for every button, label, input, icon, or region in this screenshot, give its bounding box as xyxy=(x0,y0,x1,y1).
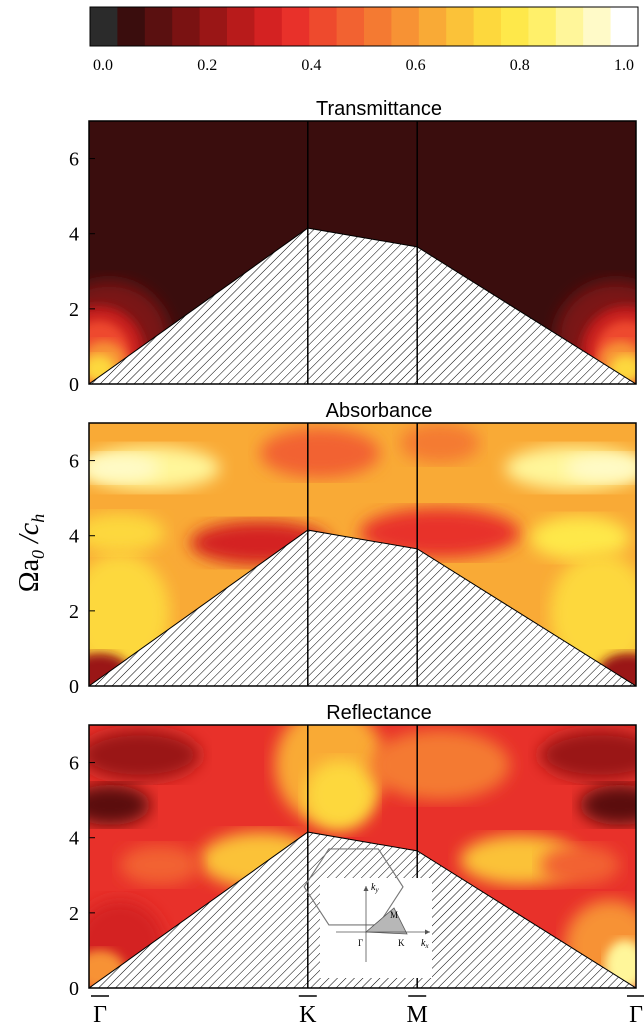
y-tick-label: 6 xyxy=(69,149,79,171)
colorbar-swatch xyxy=(473,7,502,46)
colorbar-swatch xyxy=(391,7,420,46)
inset-ky-label: ky xyxy=(371,882,379,894)
y-tick-label: 0 xyxy=(69,374,79,396)
colorbar-swatch xyxy=(610,7,639,46)
heatmap-region xyxy=(89,513,165,553)
colorbar-swatch xyxy=(528,7,557,46)
panel-title: Transmittance xyxy=(316,98,442,120)
y-tick-label: 4 xyxy=(69,828,79,850)
colorbar-swatch xyxy=(583,7,612,46)
heatmap-region xyxy=(550,553,636,673)
light-cone-region xyxy=(89,228,636,384)
light-line xyxy=(89,227,636,384)
irreducible-zone xyxy=(364,907,408,935)
colorbar-swatch xyxy=(90,7,118,46)
panel-frame xyxy=(88,120,637,385)
heatmap-region xyxy=(89,785,150,825)
y-axis-label: Ωa0 /ch xyxy=(14,514,48,592)
heatmap-region xyxy=(89,730,200,780)
panel-transmittance: 0 2 4 6 Transmittance xyxy=(69,98,637,396)
heatmap-region xyxy=(305,760,375,830)
light-line xyxy=(89,529,636,686)
heatmap-region xyxy=(370,730,510,800)
inset-k-label: K xyxy=(398,938,405,948)
brillouin-zone-inset: ky kx Γ K M xyxy=(303,848,432,978)
colorbar-swatch xyxy=(446,7,475,46)
heatmap-region xyxy=(565,454,636,482)
colorbar-swatch xyxy=(281,7,310,46)
y-tick-label: 2 xyxy=(69,601,79,623)
y-tick-label: 2 xyxy=(69,299,79,321)
y-tick-label: 4 xyxy=(69,526,79,548)
heatmap-region xyxy=(400,423,480,463)
inset-m-label: M xyxy=(390,910,398,920)
heatmap-region xyxy=(540,845,620,885)
colorbar-swatch xyxy=(309,7,338,46)
heatmap-region xyxy=(89,454,160,482)
colorbar-swatch xyxy=(227,7,255,46)
heatmap-region xyxy=(580,785,636,825)
colorbar-swatch xyxy=(336,7,365,46)
y-tick-label: 6 xyxy=(69,451,79,473)
inset-kx-label: kx xyxy=(421,938,429,950)
colorbar-tick-label: 0.2 xyxy=(197,57,217,74)
heatmap xyxy=(89,121,636,384)
panel-absorbance: 0 2 4 6 Absorbance xyxy=(69,400,637,698)
light-line xyxy=(89,831,636,988)
colorbar-swatch xyxy=(501,7,529,46)
colorbar-tick-label: 0.0 xyxy=(93,57,113,74)
panel-frame xyxy=(88,724,637,989)
panel-title: Reflectance xyxy=(326,702,432,724)
colorbar-swatch xyxy=(418,7,447,46)
x-tick-label: Γ xyxy=(629,1002,643,1028)
ky-arrow-icon xyxy=(363,886,369,891)
colorbar-swatch xyxy=(117,7,146,46)
y-tick-label: 0 xyxy=(69,676,79,698)
colorbar-swatch xyxy=(144,7,173,46)
colorbar-swatch xyxy=(364,7,392,46)
heatmap xyxy=(89,423,636,686)
heatmap-region xyxy=(120,845,200,885)
x-tick-label: Γ xyxy=(93,1002,107,1028)
x-tick-label: K xyxy=(299,1002,317,1028)
x-tick-label: M xyxy=(407,1002,428,1028)
heatmap-region xyxy=(540,730,636,780)
colorbar-swatch xyxy=(555,7,584,46)
kx-arrow-icon xyxy=(425,929,430,935)
colorbar-swatch xyxy=(254,7,283,46)
colorbar-tick-label: 0.8 xyxy=(510,57,530,74)
y-tick-label: 0 xyxy=(69,978,79,1000)
colorbar-swatch xyxy=(172,7,201,46)
colorbar: 0.0 0.2 0.4 0.6 0.8 1.0 xyxy=(89,6,639,74)
colorbar-frame xyxy=(89,6,639,47)
inset-gamma-label: Γ xyxy=(358,938,363,948)
colorbar-swatch xyxy=(199,7,228,46)
y-tick-label: 2 xyxy=(69,903,79,925)
heatmap-region xyxy=(260,428,380,478)
y-tick-label: 6 xyxy=(69,753,79,775)
colorbar-tick-label: 0.4 xyxy=(301,57,321,74)
panel-frame xyxy=(88,422,637,687)
panel-title: Absorbance xyxy=(326,400,433,422)
y-tick-label: 4 xyxy=(69,224,79,246)
colorbar-tick-label: 1.0 xyxy=(614,57,634,74)
heatmap-region xyxy=(530,516,630,560)
colorbar-tick-label: 0.6 xyxy=(406,57,426,74)
light-cone-region xyxy=(89,530,636,686)
